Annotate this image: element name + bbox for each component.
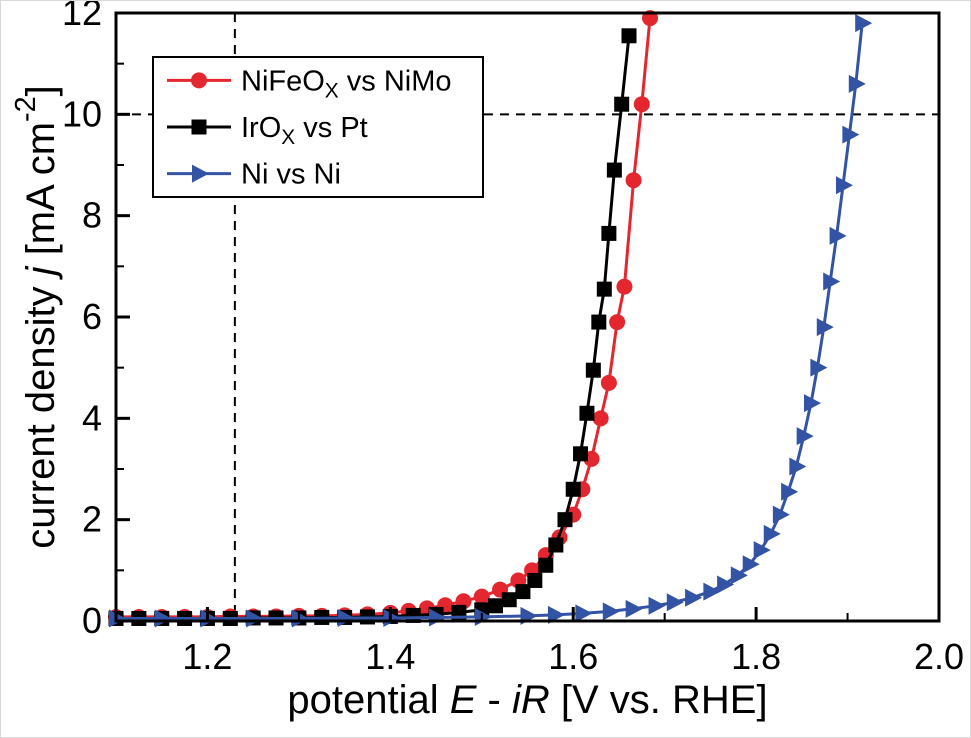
marker-ni-vs-ni <box>835 176 853 195</box>
marker-ni-vs-ni <box>796 427 814 446</box>
legend-label: Ni vs Ni <box>241 159 341 191</box>
marker-ni-vs-ni <box>717 575 735 594</box>
marker-irox-vs-pt <box>548 537 564 553</box>
y-axis-title: current density j [mA cm-2] <box>10 85 63 549</box>
marker-ni-vs-ni <box>829 226 847 245</box>
marker-irox-vs-pt <box>591 314 607 330</box>
marker-ni-vs-ni <box>810 358 828 377</box>
series-ni-vs-ni <box>109 14 873 628</box>
y-axis-tick-label: 8 <box>82 195 102 236</box>
x-axis-tick-label: 1.6 <box>548 636 598 677</box>
marker-irox-vs-pt <box>557 512 573 528</box>
marker-ni-vs-ni <box>602 602 620 621</box>
text-segment: X <box>281 126 295 149</box>
text-segment: ] <box>19 85 63 96</box>
text-segment: X <box>325 79 339 102</box>
marker-irox-vs-pt <box>573 446 589 462</box>
marker-irox-vs-pt <box>487 598 503 614</box>
marker-ni-vs-ni <box>291 609 309 628</box>
text-segment: vs NiMo <box>339 65 452 97</box>
marker-ni-vs-ni <box>547 605 565 624</box>
legend-marker-irox-vs-pt <box>191 119 207 135</box>
marker-ni-vs-ni <box>823 272 841 291</box>
y-axis-tick-label: 6 <box>82 296 102 337</box>
marker-ni-vs-ni <box>781 482 799 501</box>
text-segment: NiFeO <box>241 65 325 97</box>
marker-nifeox-vs-nimo <box>609 314 626 331</box>
marker-ni-vs-ni <box>703 582 721 601</box>
marker-irox-vs-pt <box>621 28 637 44</box>
text-segment: Ni vs Ni <box>241 159 341 191</box>
marker-irox-vs-pt <box>501 592 517 608</box>
text-segment: vs Pt <box>295 112 368 144</box>
marker-ni-vs-ni <box>848 74 866 93</box>
marker-ni-vs-ni <box>855 14 873 33</box>
text-segment: potential <box>287 678 449 722</box>
marker-ni-vs-ni <box>816 318 834 337</box>
marker-nifeox-vs-nimo <box>625 172 642 189</box>
marker-ni-vs-ni <box>742 555 760 574</box>
marker-irox-vs-pt <box>614 96 630 112</box>
y-axis-tick-label: 2 <box>82 499 102 540</box>
y-axis-tick-label: 0 <box>82 600 102 641</box>
text-segment: IrO <box>241 112 281 144</box>
marker-irox-vs-pt <box>515 584 531 600</box>
x-axis-tick-label: 1.2 <box>182 636 232 677</box>
legend-label: NiFeOX vs NiMo <box>241 65 452 102</box>
marker-irox-vs-pt <box>606 162 622 178</box>
text-segment: iR <box>512 678 550 722</box>
y-axis-tick-label: 12 <box>62 1 102 33</box>
marker-ni-vs-ni <box>842 125 860 144</box>
marker-irox-vs-pt <box>579 405 595 421</box>
marker-irox-vs-pt <box>527 572 543 588</box>
marker-ni-vs-ni <box>666 593 684 612</box>
marker-ni-vs-ni <box>246 609 264 628</box>
legend-marker-nifeox-vs-nimo <box>191 72 207 89</box>
marker-irox-vs-pt <box>601 225 617 241</box>
legend-label: IrOX vs Pt <box>241 112 368 149</box>
legend-marker-ni-vs-ni <box>192 164 209 183</box>
marker-ni-vs-ni <box>154 609 172 628</box>
marker-ni-vs-ni <box>803 394 821 413</box>
marker-nifeox-vs-nimo <box>473 588 490 605</box>
marker-ni-vs-ni <box>753 541 771 560</box>
marker-ni-vs-ni <box>730 566 748 585</box>
x-axis-tick-label: 2.0 <box>914 636 964 677</box>
marker-ni-vs-ni <box>789 457 807 476</box>
text-segment: - <box>476 678 512 722</box>
legend-entry-ni-vs-ni: Ni vs Ni <box>167 159 341 191</box>
text-segment: [mA cm <box>19 122 63 266</box>
marker-nifeox-vs-nimo <box>600 374 617 391</box>
marker-irox-vs-pt <box>585 362 601 378</box>
legend-entry-nifeox-vs-nimo: NiFeOX vs NiMo <box>167 65 452 102</box>
marker-ni-vs-ni <box>685 588 703 607</box>
marker-irox-vs-pt <box>538 557 554 573</box>
y-axis-tick-label: 4 <box>82 397 102 438</box>
marker-ni-vs-ni <box>772 505 790 524</box>
legend-entry-irox-vs-pt: IrOX vs Pt <box>167 112 368 149</box>
text-segment: [V vs. RHE] <box>550 678 768 722</box>
y-axis-tick-label: 10 <box>62 93 102 134</box>
marker-nifeox-vs-nimo <box>616 278 633 295</box>
marker-ni-vs-ni <box>648 596 666 615</box>
marker-irox-vs-pt <box>565 481 581 497</box>
marker-irox-vs-pt <box>596 281 612 297</box>
marker-ni-vs-ni <box>575 604 593 623</box>
x-axis-tick-label: 1.4 <box>365 636 415 677</box>
x-axis-title: potential E - iR [V vs. RHE] <box>287 678 767 722</box>
marker-nifeox-vs-nimo <box>633 96 650 113</box>
marker-ni-vs-ni <box>625 599 643 618</box>
marker-ni-vs-ni <box>763 524 781 543</box>
text-segment: current density <box>19 275 63 548</box>
x-axis-tick-label: 1.8 <box>731 636 781 677</box>
marker-nifeox-vs-nimo <box>592 410 609 427</box>
text-segment: E <box>450 678 478 722</box>
text-segment: -2 <box>10 96 42 122</box>
